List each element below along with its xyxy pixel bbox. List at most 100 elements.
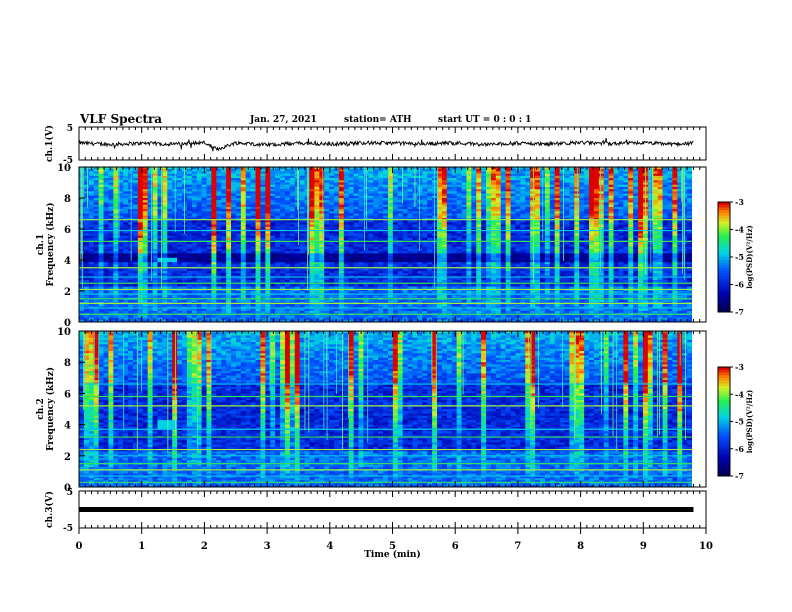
spectrogram-cell xyxy=(157,186,163,190)
spectrogram-cell xyxy=(687,169,693,172)
spectrogram-cell xyxy=(441,220,448,223)
spectrogram-cell xyxy=(265,191,271,194)
spectrogram-cell xyxy=(235,211,242,214)
spectrogram-cell xyxy=(481,186,487,190)
spectrogram-cell xyxy=(348,244,355,248)
spectrogram-cell xyxy=(564,244,570,248)
spectrogram-cell xyxy=(584,242,590,245)
spectrogram-cell xyxy=(103,175,109,179)
spectrogram-cell xyxy=(221,246,227,250)
spectrogram-cell xyxy=(584,173,590,177)
spectrogram-cell xyxy=(549,222,556,225)
spectrogram-cell xyxy=(108,209,114,212)
spectrogram-cell xyxy=(343,231,350,234)
spectrogram-cell xyxy=(240,169,247,172)
spectrogram-cell xyxy=(309,191,315,194)
spectrogram-cell xyxy=(589,242,595,245)
spectrogram-cell xyxy=(427,204,433,208)
spectrogram-cell xyxy=(191,186,198,190)
spectrogram-cell xyxy=(603,193,610,197)
spectrogram-cell xyxy=(314,186,320,190)
spectrogram-cell xyxy=(417,175,423,179)
spectrogram-cell xyxy=(520,235,526,239)
spectrogram-cell xyxy=(638,215,644,219)
spectrogram-cell xyxy=(319,231,325,234)
spectrogram-cell xyxy=(579,195,585,199)
spectrogram-cell xyxy=(368,233,374,237)
spectrogram-cell xyxy=(628,193,634,197)
spectrogram-cell xyxy=(569,233,575,237)
spectrogram-cell xyxy=(456,195,462,199)
spectrogram-cell xyxy=(152,175,158,179)
spectrogram-cell xyxy=(417,235,423,239)
ch3-waveform-ylabel: ch.3(V) xyxy=(44,491,55,528)
spectrogram-cell xyxy=(387,173,394,177)
spectrogram-cell xyxy=(334,191,340,194)
spectrogram-cell xyxy=(559,186,565,190)
spectrogram-cell xyxy=(260,235,266,239)
spectrogram-cell xyxy=(338,204,345,208)
spectrogram-cell xyxy=(348,235,355,239)
spectrogram-cell xyxy=(623,173,629,177)
spectrogram-cell xyxy=(260,244,266,248)
spectrogram-cell xyxy=(422,231,428,234)
spectrogram-cell xyxy=(314,246,320,250)
spectrogram-cell xyxy=(162,189,168,192)
spectrogram-cell xyxy=(289,204,296,208)
spectrogram-cell xyxy=(520,224,526,228)
spectrogram-cell xyxy=(348,242,355,245)
spectrogram-cell xyxy=(186,193,193,197)
spectrogram-cell xyxy=(157,171,163,175)
spectrogram-cell xyxy=(353,237,359,241)
spectrogram-cell xyxy=(265,204,271,208)
spectrogram-cell xyxy=(280,209,286,212)
spectrogram-cell xyxy=(123,235,129,239)
spectrogram-cell xyxy=(314,226,320,230)
spectrogram-cell xyxy=(481,173,487,177)
spectrogram-cell xyxy=(579,235,585,239)
spectrogram-cell xyxy=(83,200,90,203)
spectrogram-cell xyxy=(456,222,462,225)
spectrogram-cell xyxy=(338,171,345,175)
spectrogram-cell xyxy=(667,169,673,172)
spectrogram-cell xyxy=(544,242,551,245)
spectrogram-cell xyxy=(270,202,276,206)
spectrogram-cell xyxy=(132,224,139,228)
spectrogram-cell xyxy=(407,178,413,181)
spectrogram-cell xyxy=(608,244,614,248)
spectrogram-cell xyxy=(466,244,472,248)
spectrogram-cell xyxy=(338,220,345,223)
spectrogram-cell xyxy=(446,186,453,190)
spectrogram-cell xyxy=(559,235,565,239)
spectrogram-cell xyxy=(201,233,207,237)
spectrogram-cell xyxy=(255,231,261,234)
spectrogram-cell xyxy=(461,202,467,206)
spectrogram-cell xyxy=(461,171,467,175)
spectrogram-cell xyxy=(598,184,605,188)
spectrogram-cell xyxy=(657,173,663,177)
spectrogram-cell xyxy=(544,220,551,223)
ch3-waveform-ytick-bottom: -5 xyxy=(63,524,73,534)
spectrogram-cell xyxy=(186,198,193,201)
spectrogram-cell xyxy=(672,175,678,179)
spectrogram-cell xyxy=(319,235,325,239)
spectrogram-cell xyxy=(574,226,580,230)
spectrogram-cell xyxy=(569,167,575,170)
spectrogram-cell xyxy=(265,186,271,190)
spectrogram-cell xyxy=(628,220,634,223)
spectrogram-cell xyxy=(554,224,560,228)
spectrogram-cell xyxy=(280,193,286,197)
spectrogram-cell xyxy=(132,182,139,186)
spectrogram-cell xyxy=(167,173,173,177)
spectrogram-cell xyxy=(549,180,556,183)
spectrogram-cell xyxy=(147,173,153,177)
spectrogram-cell xyxy=(633,184,639,188)
spectrogram-cell xyxy=(397,244,404,248)
spectrogram-cell xyxy=(505,171,511,175)
spectrogram-cell xyxy=(613,171,619,175)
spectrogram-cell xyxy=(525,224,531,228)
spectrogram-cell xyxy=(495,180,502,183)
spectrogram-cell xyxy=(584,215,590,219)
spectrogram-cell xyxy=(118,186,124,190)
spectrogram-cell xyxy=(584,184,590,188)
